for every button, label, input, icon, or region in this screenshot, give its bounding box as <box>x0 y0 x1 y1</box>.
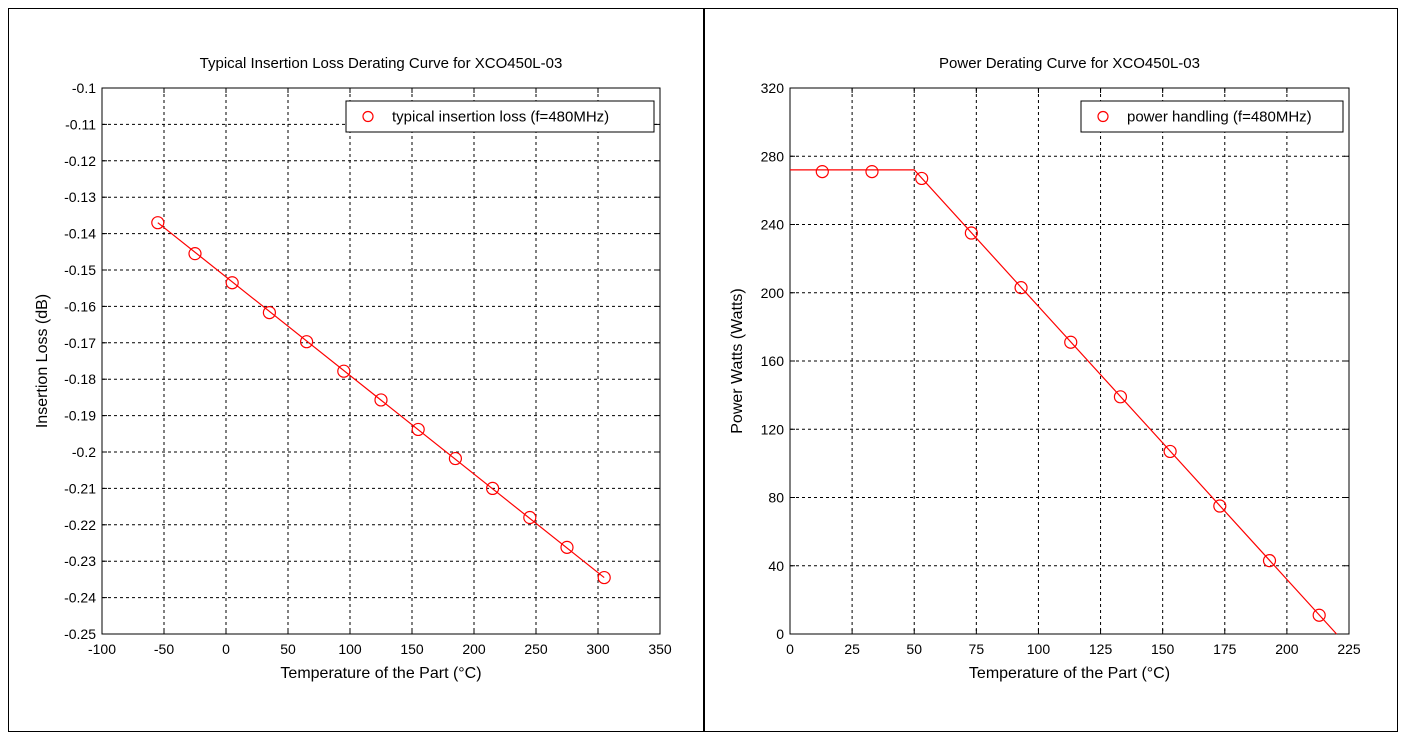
series-line <box>157 222 605 579</box>
chart-title: Typical Insertion Loss Derating Curve fo… <box>200 55 563 72</box>
data-point <box>262 305 276 320</box>
data-point <box>560 540 574 554</box>
x-tick-label: 100 <box>338 641 362 657</box>
data-point <box>188 247 202 261</box>
legend-label: power handling (f=480MHz) <box>1127 109 1312 126</box>
y-tick-label: -0.11 <box>65 116 96 132</box>
y-tick-label: 160 <box>761 353 785 369</box>
y-tick-label: -0.2 <box>72 444 96 460</box>
x-tick-label: -100 <box>88 641 116 657</box>
y-tick-label: -0.22 <box>64 517 96 533</box>
y-tick-label: -0.23 <box>64 553 96 569</box>
y-tick-label: -0.21 <box>64 480 96 496</box>
data-point <box>448 451 462 466</box>
x-tick-label: 0 <box>786 641 794 657</box>
x-axis-label: Temperature of the Part (°C) <box>280 665 481 682</box>
data-point <box>1213 499 1227 513</box>
x-tick-label: 225 <box>1337 641 1361 657</box>
data-point <box>1064 335 1078 349</box>
plot-area <box>790 88 1349 634</box>
x-tick-label: 175 <box>1213 641 1237 657</box>
y-tick-label: -0.14 <box>64 226 96 242</box>
y-tick-label: -0.1 <box>72 80 96 96</box>
y-tick-label: 80 <box>768 490 784 506</box>
power-derating-chart: 0 25 50 75 100 125 150 175 200 225 0 40 80 120 160 200 2… <box>729 55 1361 682</box>
y-tick-label: 200 <box>761 285 785 301</box>
x-tick-label: 350 <box>648 641 672 657</box>
x-tick-label: 25 <box>844 641 860 657</box>
data-point <box>865 165 879 179</box>
data-point <box>486 481 500 495</box>
data-point <box>597 570 611 585</box>
x-tick-label: 0 <box>222 641 230 657</box>
data-point <box>964 226 978 240</box>
y-tick-label: 120 <box>761 421 785 437</box>
plot-area <box>102 88 660 634</box>
data-point <box>1113 390 1128 404</box>
series-line <box>790 169 1338 635</box>
data-point <box>374 393 388 407</box>
data-point <box>915 171 929 186</box>
data-point <box>523 510 537 525</box>
data-point <box>151 216 165 230</box>
y-tick-label: -0.17 <box>64 335 96 351</box>
y-tick-label: 40 <box>768 558 784 574</box>
legend-box <box>1080 100 1344 133</box>
x-tick-label: 150 <box>400 641 424 657</box>
x-tick-label: 125 <box>1089 641 1113 657</box>
insertion-loss-chart: -100 -50 0 50 100 150 200 250 300 350 -0.1 -0.11 -0.… <box>34 55 672 682</box>
y-tick-label: -0.12 <box>64 153 96 169</box>
data-point <box>1312 608 1326 622</box>
data-point <box>411 422 425 437</box>
data-point <box>815 165 829 179</box>
y-tick-label: -0.24 <box>64 590 96 606</box>
data-point <box>1014 281 1028 295</box>
chart-title: Power Derating Curve for XCO450L-03 <box>939 55 1200 72</box>
y-tick-label: -0.19 <box>64 408 96 424</box>
x-tick-label: 50 <box>906 641 922 657</box>
x-axis-label: Temperature of the Part (°C) <box>969 665 1170 682</box>
y-axis-label: Power Watts (Watts) <box>729 288 746 434</box>
data-point <box>300 335 314 349</box>
data-point <box>225 276 239 290</box>
x-tick-label: 100 <box>1027 641 1051 657</box>
x-tick-label: 150 <box>1151 641 1175 657</box>
axes-frame <box>101 87 661 635</box>
data-point <box>337 364 351 378</box>
legend-marker <box>362 110 374 123</box>
y-tick-label: 320 <box>761 80 785 96</box>
x-tick-label: 75 <box>969 641 985 657</box>
data-point <box>1163 444 1177 459</box>
y-tick-label: -0.25 <box>64 626 96 642</box>
y-tick-label: 280 <box>761 148 785 164</box>
y-tick-label: -0.13 <box>64 189 96 205</box>
x-tick-label: 200 <box>1275 641 1299 657</box>
x-tick-label: 250 <box>524 641 548 657</box>
y-tick-label: -0.18 <box>64 371 96 387</box>
legend-box <box>345 100 655 133</box>
legend-marker <box>1097 110 1109 123</box>
data-point <box>1262 554 1277 568</box>
x-tick-label: 200 <box>462 641 486 657</box>
y-tick-label: -0.15 <box>64 262 96 278</box>
panel-divider <box>703 8 704 732</box>
y-axis-label: Insertion Loss (dB) <box>34 294 51 428</box>
y-tick-label: 0 <box>776 626 784 642</box>
x-tick-label: 50 <box>280 641 296 657</box>
x-tick-label: 300 <box>586 641 610 657</box>
legend-label: typical insertion loss (f=480MHz) <box>392 109 609 126</box>
y-tick-label: 240 <box>761 217 785 233</box>
x-tick-label: -50 <box>154 641 174 657</box>
y-tick-label: -0.16 <box>64 298 96 314</box>
